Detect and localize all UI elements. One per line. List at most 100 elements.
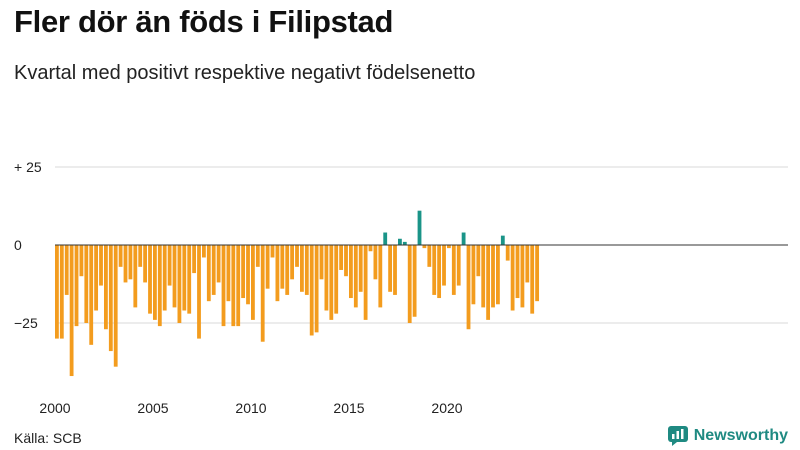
bar — [206, 245, 211, 302]
bar — [182, 245, 187, 311]
chart-title: Fler dör än föds i Filipstad — [14, 4, 394, 39]
bar — [202, 245, 206, 258]
source-note: Källa: SCB — [14, 430, 82, 446]
bar — [349, 245, 353, 299]
brand-logo[interactable]: Newsworthy — [667, 426, 788, 446]
bar — [197, 245, 201, 339]
x-tick-label: 2020 — [431, 400, 462, 416]
bar — [344, 245, 348, 277]
bar — [466, 245, 471, 330]
bar — [402, 241, 407, 245]
bar — [104, 245, 108, 330]
bar — [113, 245, 118, 367]
bar — [251, 245, 255, 320]
bar — [270, 245, 275, 258]
bar — [314, 245, 319, 333]
bar — [153, 245, 157, 320]
bar — [329, 245, 334, 320]
bar — [216, 245, 221, 283]
bar — [300, 245, 304, 292]
bar — [481, 245, 486, 308]
bar — [221, 245, 226, 327]
bar — [412, 245, 417, 317]
bar — [393, 245, 397, 295]
bar — [285, 245, 290, 295]
bar — [162, 245, 167, 311]
bar — [148, 245, 152, 314]
bar — [339, 245, 344, 270]
bar — [378, 245, 383, 308]
bar — [304, 245, 309, 295]
bar — [383, 232, 388, 245]
bar — [172, 245, 177, 308]
bar — [530, 245, 535, 314]
bar — [417, 210, 422, 245]
bar — [427, 245, 432, 267]
bar — [407, 245, 412, 323]
bar — [486, 245, 491, 320]
bar — [94, 245, 99, 311]
bar — [55, 245, 59, 339]
bar — [236, 245, 241, 327]
bar — [280, 245, 285, 289]
bar — [388, 245, 393, 292]
brand-name: Newsworthy — [693, 427, 788, 444]
bar — [265, 245, 270, 289]
bar — [295, 245, 299, 267]
bar — [373, 245, 378, 280]
bar — [64, 245, 69, 295]
bar — [471, 245, 476, 305]
bar — [231, 245, 236, 327]
bar — [128, 245, 133, 280]
bar — [69, 245, 74, 377]
bar — [108, 245, 113, 352]
bar — [324, 245, 329, 311]
bar — [79, 245, 84, 277]
bar — [192, 245, 197, 274]
bar — [260, 245, 265, 342]
bar — [363, 245, 368, 320]
bar — [525, 245, 530, 283]
bar — [211, 245, 216, 295]
bar — [241, 245, 246, 299]
bar — [167, 245, 172, 286]
bar — [515, 245, 520, 299]
bar — [334, 245, 339, 314]
bar — [358, 245, 363, 292]
bar — [187, 245, 192, 314]
bar — [505, 245, 510, 261]
bar — [309, 245, 314, 336]
bar — [89, 245, 94, 345]
bar — [118, 245, 123, 267]
bar — [368, 245, 373, 252]
chart-subtitle: Kvartal med positivt respektive negativt… — [14, 62, 476, 84]
bar — [442, 245, 446, 286]
bar — [535, 245, 540, 302]
bar — [432, 245, 437, 295]
bar — [398, 238, 402, 245]
bar — [319, 245, 324, 280]
bar — [138, 245, 143, 267]
bar — [496, 245, 500, 305]
y-tick-label: 0 — [14, 237, 22, 253]
y-tick-label: −25 — [14, 315, 38, 331]
bar — [255, 245, 260, 267]
bar — [84, 245, 89, 323]
bar — [226, 245, 231, 302]
bar — [177, 245, 182, 323]
bar — [59, 245, 64, 339]
bar — [99, 245, 103, 286]
bar — [123, 245, 128, 283]
bar — [461, 232, 466, 245]
bar — [246, 245, 250, 305]
x-tick-label: 2005 — [137, 400, 168, 416]
bar — [422, 245, 427, 249]
x-tick-label: 2010 — [235, 400, 266, 416]
bar — [456, 245, 461, 286]
bar — [290, 245, 295, 280]
bar — [275, 245, 280, 302]
y-tick-label: + 25 — [14, 159, 42, 175]
x-tick-label: 2000 — [39, 400, 70, 416]
bar — [133, 245, 138, 308]
bar — [74, 245, 79, 327]
